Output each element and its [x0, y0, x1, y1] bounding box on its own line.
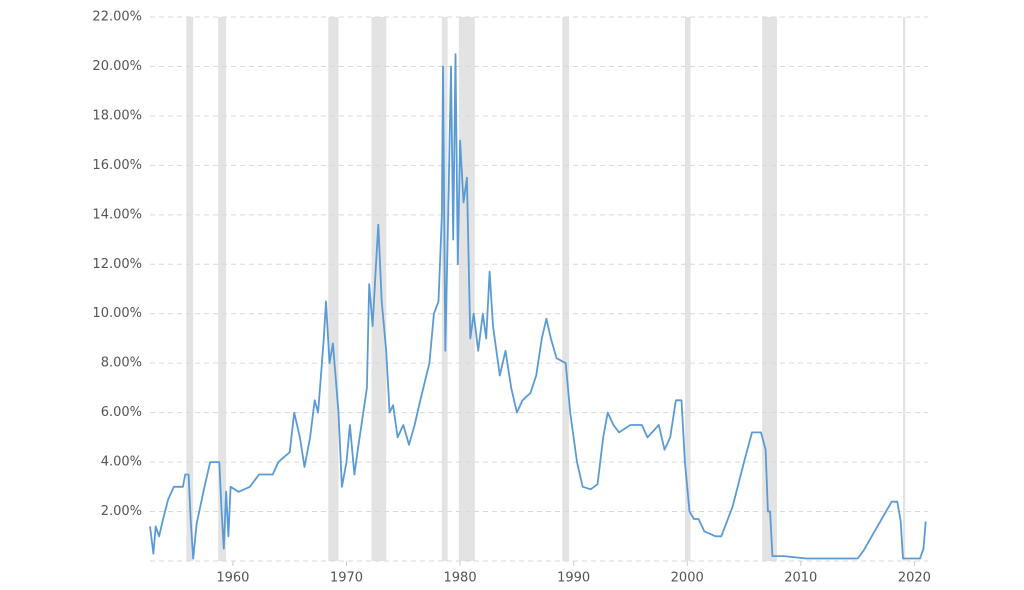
rate-line [149, 53, 927, 560]
x-tick-label: 2020 [898, 571, 931, 586]
x-tick-label: 1970 [330, 571, 363, 586]
y-tick-label: 18.00% [92, 108, 142, 123]
x-tick-label: 2000 [671, 571, 704, 586]
y-tick-label: 2.00% [101, 504, 142, 519]
y-tick-label: 14.00% [92, 207, 142, 222]
x-tick-label: 1980 [444, 571, 477, 586]
y-tick-label: 10.00% [92, 306, 142, 321]
recession-band [684, 17, 691, 561]
y-tick-label: 22.00% [92, 10, 142, 25]
x-tick-label: 2010 [784, 571, 817, 586]
recession-band [186, 17, 194, 561]
recession-band [371, 17, 387, 561]
y-tick-label: 16.00% [92, 158, 142, 173]
recession-band [218, 17, 227, 561]
y-tick-label: 12.00% [92, 257, 142, 272]
recession-band [458, 17, 475, 561]
y-tick-label: 20.00% [92, 59, 142, 74]
y-tick-label: 4.00% [101, 455, 142, 470]
y-tick-label: 8.00% [101, 356, 142, 371]
y-tick-label: 6.00% [101, 405, 142, 420]
recession-band [562, 17, 570, 561]
x-tick-label: 1960 [216, 571, 249, 586]
recession-band [903, 17, 906, 561]
recession-band [328, 17, 339, 561]
recession-band [762, 17, 777, 561]
x-tick-label: 1990 [557, 571, 590, 586]
